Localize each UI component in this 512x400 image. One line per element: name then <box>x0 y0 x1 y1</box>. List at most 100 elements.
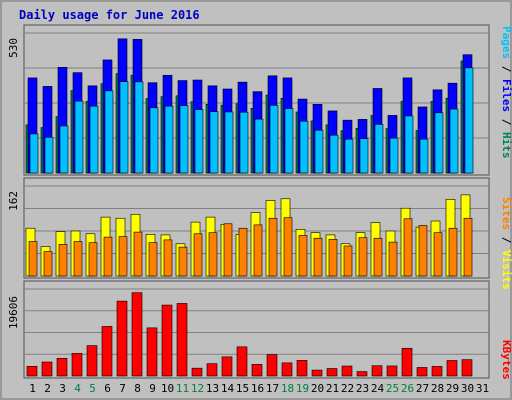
top-legend: Pages / Files / Hits <box>500 26 512 159</box>
bar-pages-day-15 <box>239 111 249 174</box>
bar-sites-day-29 <box>448 227 458 277</box>
x-tick-day-8: 8 <box>134 382 141 395</box>
bar-pages-day-24 <box>374 124 384 174</box>
x-tick-day-10: 10 <box>161 382 174 395</box>
bar-kbytes-day-20 <box>311 369 323 377</box>
bar-kbytes-day-19 <box>296 360 308 377</box>
bar-pages-day-30 <box>464 67 474 174</box>
bar-sites-day-23 <box>358 237 368 277</box>
bar-sites-day-25 <box>388 241 398 277</box>
top-y-max-label: 530 <box>7 38 20 58</box>
x-tick-day-5: 5 <box>89 382 96 395</box>
bar-kbytes-day-12 <box>191 367 203 377</box>
bar-sites-day-26 <box>403 218 413 277</box>
bar-pages-day-18 <box>284 108 294 174</box>
bar-kbytes-day-21 <box>326 368 338 377</box>
bar-pages-day-5 <box>89 105 99 174</box>
bar-sites-day-27 <box>418 225 428 277</box>
x-tick-day-22: 22 <box>341 382 354 395</box>
chart-title: Daily usage for June 2016 <box>19 8 200 22</box>
bar-sites-day-30 <box>463 217 473 277</box>
x-tick-day-25: 25 <box>386 382 399 395</box>
bar-kbytes-day-8 <box>131 292 143 377</box>
legend-sites: Sites <box>500 197 512 230</box>
bar-pages-day-4 <box>74 100 84 174</box>
bar-pages-day-20 <box>314 129 324 174</box>
bar-sites-day-4 <box>73 241 83 277</box>
bar-kbytes-day-10 <box>161 304 173 377</box>
bar-kbytes-day-6 <box>101 326 113 377</box>
x-tick-day-17: 17 <box>266 382 279 395</box>
bar-pages-day-19 <box>299 120 309 174</box>
x-tick-day-27: 27 <box>416 382 429 395</box>
x-tick-day-11: 11 <box>176 382 189 395</box>
bar-sites-day-14 <box>223 223 233 277</box>
middle-y-max-label: 162 <box>7 191 20 211</box>
bar-pages-day-13 <box>209 111 219 174</box>
bar-kbytes-day-3 <box>56 357 68 377</box>
bar-kbytes-day-14 <box>221 356 233 377</box>
x-tick-day-4: 4 <box>74 382 81 395</box>
bar-pages-day-26 <box>404 115 414 174</box>
bar-pages-day-6 <box>104 90 114 174</box>
bar-sites-day-28 <box>433 232 443 277</box>
bar-sites-day-15 <box>238 227 248 277</box>
x-tick-day-9: 9 <box>149 382 156 395</box>
bar-pages-day-8 <box>134 81 144 174</box>
bar-kbytes-day-27 <box>416 367 428 377</box>
bar-sites-day-19 <box>298 235 308 277</box>
bar-kbytes-day-1 <box>26 365 38 377</box>
bar-sites-day-5 <box>88 242 98 277</box>
bar-sites-day-11 <box>178 246 188 277</box>
bar-kbytes-day-16 <box>251 364 263 377</box>
bar-sites-day-6 <box>103 236 113 277</box>
x-tick-day-20: 20 <box>311 382 324 395</box>
bar-kbytes-day-23 <box>356 371 368 377</box>
legend-files: Files <box>500 79 512 112</box>
bar-sites-day-2 <box>43 251 53 277</box>
bars <box>25 38 474 377</box>
x-tick-day-31: 31 <box>476 382 489 395</box>
legend-separator: / <box>500 66 512 73</box>
bar-sites-day-10 <box>163 239 173 277</box>
bar-sites-day-20 <box>313 237 323 277</box>
bar-pages-day-23 <box>359 138 369 174</box>
bar-pages-day-12 <box>194 109 204 174</box>
bar-kbytes-day-25 <box>386 365 398 377</box>
bar-sites-day-24 <box>373 237 383 277</box>
x-tick-day-24: 24 <box>371 382 385 395</box>
bar-pages-day-22 <box>344 138 354 174</box>
bar-kbytes-day-26 <box>401 347 413 377</box>
bar-sites-day-13 <box>208 232 218 277</box>
bar-sites-day-3 <box>58 244 68 277</box>
x-tick-day-29: 29 <box>446 382 459 395</box>
bar-pages-day-14 <box>224 111 234 174</box>
x-tick-day-2: 2 <box>44 382 51 395</box>
legend-hits: Hits <box>500 132 512 159</box>
bar-sites-day-7 <box>118 236 128 277</box>
bar-kbytes-day-24 <box>371 365 383 377</box>
legend-separator: / <box>500 119 512 126</box>
bar-kbytes-day-30 <box>461 359 473 377</box>
bar-pages-day-29 <box>449 108 459 174</box>
bar-kbytes-day-11 <box>176 303 188 377</box>
x-tick-day-19: 19 <box>296 382 309 395</box>
x-tick-day-3: 3 <box>59 382 66 395</box>
bar-kbytes-day-28 <box>431 366 443 377</box>
bar-pages-day-11 <box>179 105 189 174</box>
bar-kbytes-day-2 <box>41 361 53 377</box>
x-tick-day-30: 30 <box>461 382 474 395</box>
bar-kbytes-day-15 <box>236 346 248 377</box>
bar-sites-day-16 <box>253 224 263 277</box>
x-tick-day-21: 21 <box>326 382 339 395</box>
x-tick-day-28: 28 <box>431 382 444 395</box>
bar-pages-day-7 <box>119 81 129 174</box>
bottom-legend: KBytes <box>500 340 512 380</box>
bar-kbytes-day-18 <box>281 362 293 377</box>
bar-kbytes-day-13 <box>206 363 218 377</box>
legend-visits: Visits <box>500 250 512 290</box>
bar-kbytes-day-29 <box>446 360 458 377</box>
x-tick-day-16: 16 <box>251 382 264 395</box>
bar-sites-day-18 <box>283 217 293 277</box>
